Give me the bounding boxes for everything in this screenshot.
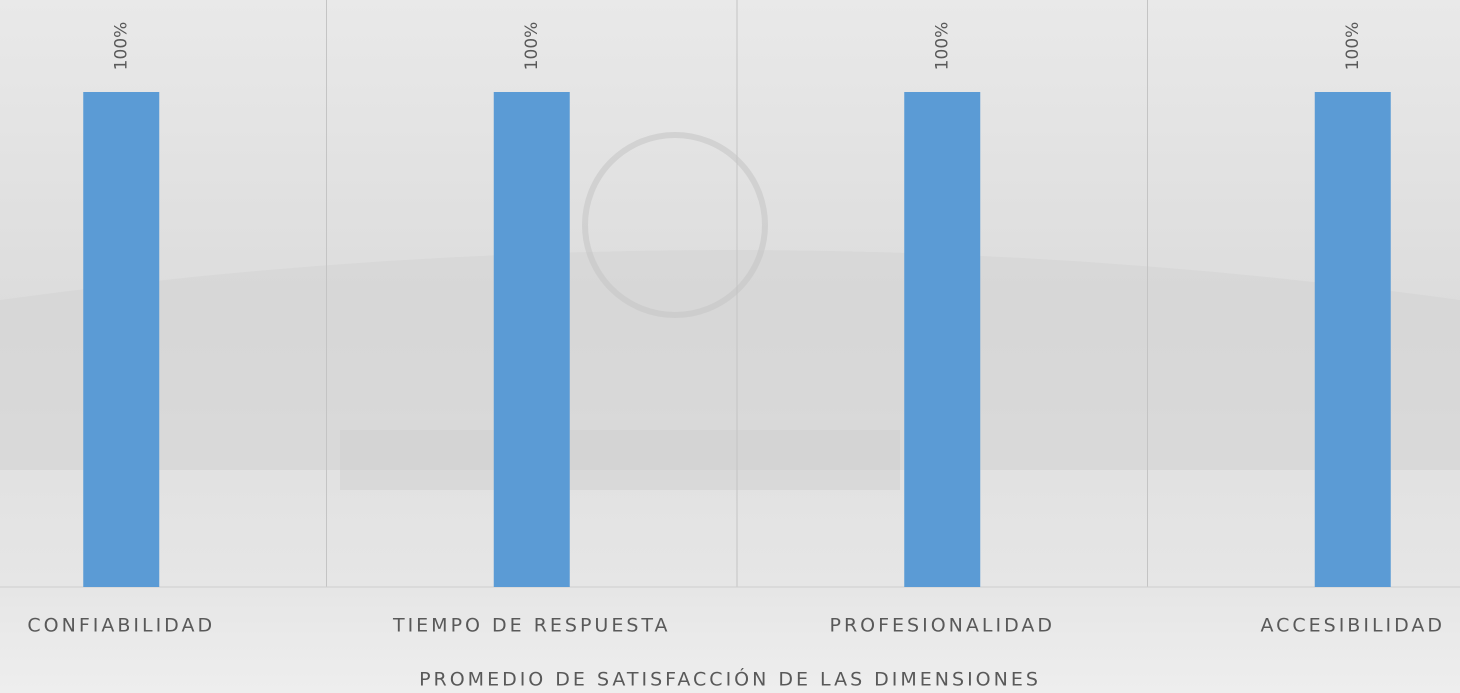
value-label: 100% [932, 22, 952, 71]
background-plaza [340, 430, 900, 490]
chart-title: PROMEDIO DE SATISFACCIÓN DE LAS DIMENSIO… [419, 667, 1041, 691]
bar [904, 92, 980, 587]
x-tick-label: ACCESIBILIDAD [1260, 615, 1445, 637]
value-label: 100% [111, 22, 131, 71]
value-label: 100% [522, 22, 542, 71]
bar [83, 92, 159, 587]
bar [494, 92, 570, 587]
bar [1315, 92, 1391, 587]
chart: PROMEDIO DE SATISFACCIÓN DE LAS DIMENSIO… [0, 0, 1460, 693]
x-tick-label: PROFESIONALIDAD [830, 615, 1056, 637]
page: {"chart_data": {"type": "bar", "title": … [0, 0, 1460, 693]
value-label: 100% [1343, 22, 1363, 71]
x-tick-label: CONFIABILIDAD [27, 615, 215, 637]
x-tick-label: TIEMPO DE RESPUESTA [392, 615, 671, 637]
